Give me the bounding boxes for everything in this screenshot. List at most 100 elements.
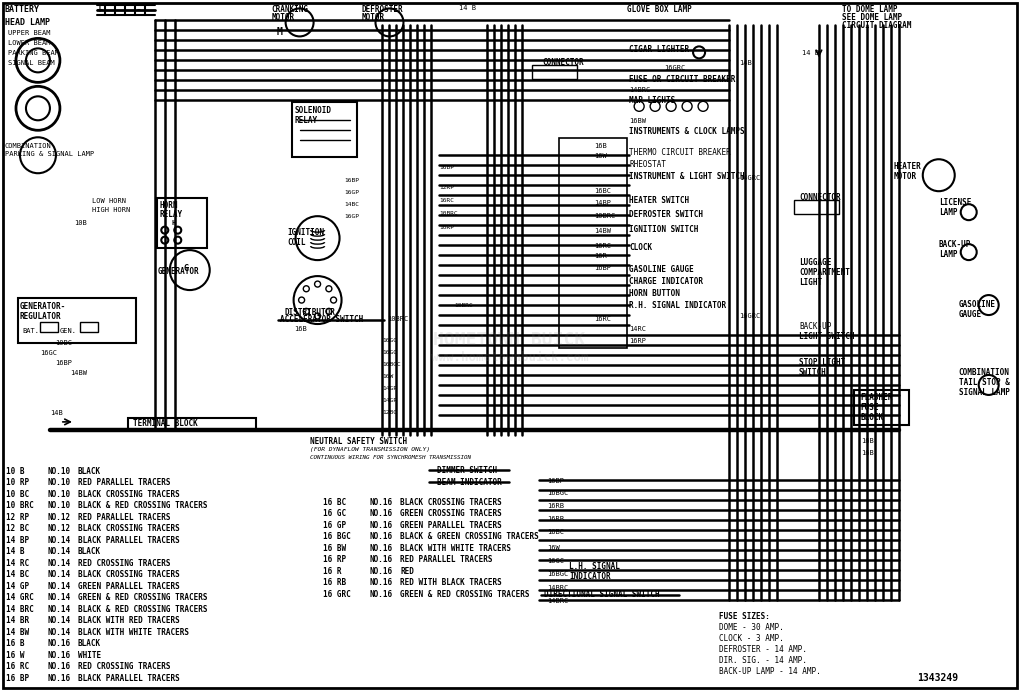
Text: L.H. SIGNAL: L.H. SIGNAL xyxy=(570,562,620,571)
Text: RHEOSTAT: RHEOSTAT xyxy=(629,160,666,169)
Text: 16B: 16B xyxy=(594,143,606,149)
Text: THERMO CIRCUIT BREAKER: THERMO CIRCUIT BREAKER xyxy=(629,149,731,158)
Text: FLASHER: FLASHER xyxy=(861,393,893,402)
Text: MOTOR: MOTOR xyxy=(361,13,385,22)
Text: DIR. SIG. - 14 AMP.: DIR. SIG. - 14 AMP. xyxy=(719,656,807,665)
Text: CHARGE INDICATOR: CHARGE INDICATOR xyxy=(629,277,703,286)
Text: 14BW: 14BW xyxy=(69,370,87,376)
Text: 10BRC: 10BRC xyxy=(439,211,458,216)
Text: CIGAR LIGHTER: CIGAR LIGHTER xyxy=(629,46,689,55)
Text: 14B: 14B xyxy=(739,60,751,66)
Text: 16 B: 16 B xyxy=(6,639,25,648)
Text: CONNECTOR: CONNECTOR xyxy=(542,58,584,68)
Text: SEE DOME LAMP: SEE DOME LAMP xyxy=(842,13,902,22)
Text: G: G xyxy=(184,264,189,273)
Text: LOW HORN: LOW HORN xyxy=(92,198,126,205)
Text: 14BRC: 14BRC xyxy=(629,87,650,93)
Text: IGNITION SWITCH: IGNITION SWITCH xyxy=(629,225,698,234)
Text: NO.14: NO.14 xyxy=(48,605,71,614)
Text: MOTOR: MOTOR xyxy=(272,13,295,22)
Text: 10 RP: 10 RP xyxy=(6,478,30,487)
Text: BATTERY: BATTERY xyxy=(5,6,40,15)
Text: TO DOME LAMP: TO DOME LAMP xyxy=(842,6,897,15)
Text: BLACK CROSSING TRACERS: BLACK CROSSING TRACERS xyxy=(78,524,180,533)
Text: 16B: 16B xyxy=(861,438,874,444)
Text: SOLENOID: SOLENOID xyxy=(295,106,332,115)
Text: BLACK CROSSING TRACERS: BLACK CROSSING TRACERS xyxy=(78,570,180,579)
Bar xyxy=(292,102,356,158)
Text: NO.10: NO.10 xyxy=(48,501,71,510)
Text: 16GRC: 16GRC xyxy=(664,66,685,71)
Bar xyxy=(18,298,136,343)
Text: 16BP: 16BP xyxy=(547,477,565,484)
Text: NO.16: NO.16 xyxy=(370,578,393,587)
Text: GREEN & RED CROSSING TRACERS: GREEN & RED CROSSING TRACERS xyxy=(78,593,207,602)
Text: 16 W: 16 W xyxy=(6,651,25,660)
Text: GREEN & RED CROSSING TRACERS: GREEN & RED CROSSING TRACERS xyxy=(400,589,530,598)
Text: 16GP: 16GP xyxy=(344,190,359,195)
Text: 10BRC: 10BRC xyxy=(454,303,473,308)
Text: 16RP: 16RP xyxy=(629,338,646,344)
Text: BLACK WITH RED TRACERS: BLACK WITH RED TRACERS xyxy=(78,616,180,625)
Text: NO.16: NO.16 xyxy=(370,556,393,565)
Text: H: H xyxy=(172,220,176,226)
Text: NO.12: NO.12 xyxy=(48,513,71,522)
Text: NO.10: NO.10 xyxy=(48,490,71,499)
Text: GASOLINE GAUGE: GASOLINE GAUGE xyxy=(629,265,694,274)
Text: NO.16: NO.16 xyxy=(48,651,71,660)
Text: 14BRC: 14BRC xyxy=(547,585,569,591)
Text: NO.12: NO.12 xyxy=(48,524,71,533)
Text: LIGHT SWITCH: LIGHT SWITCH xyxy=(799,332,855,341)
Text: FUSE: FUSE xyxy=(861,403,879,412)
Text: CLOCK - 3 AMP.: CLOCK - 3 AMP. xyxy=(719,634,784,643)
Text: GREEN CROSSING TRACERS: GREEN CROSSING TRACERS xyxy=(400,509,502,518)
Text: NO.10: NO.10 xyxy=(48,478,71,487)
Text: 16BGC: 16BGC xyxy=(383,362,401,367)
Text: 16 GP: 16 GP xyxy=(323,521,346,530)
Text: FUSE SIZES:: FUSE SIZES: xyxy=(719,612,770,621)
Text: 14GP: 14GP xyxy=(383,398,397,403)
Text: NO.14: NO.14 xyxy=(48,570,71,579)
Text: BLACK: BLACK xyxy=(78,547,101,556)
Text: 16RC: 16RC xyxy=(439,198,454,203)
Text: 10BRC: 10BRC xyxy=(594,214,616,219)
Text: 10B: 10B xyxy=(74,220,87,226)
Text: COMBINATION: COMBINATION xyxy=(959,368,1010,377)
Text: 16RB: 16RB xyxy=(547,515,565,522)
Text: INSTRUMENT & LIGHT SWITCH: INSTRUMENT & LIGHT SWITCH xyxy=(629,172,744,181)
Text: GLOVE BOX LAMP: GLOVE BOX LAMP xyxy=(627,6,692,15)
Text: MOTOR: MOTOR xyxy=(893,172,917,181)
Text: DEFROSTER: DEFROSTER xyxy=(361,6,403,15)
Text: RED PARALLEL TRACERS: RED PARALLEL TRACERS xyxy=(400,556,493,565)
Text: 16 BP: 16 BP xyxy=(6,674,30,683)
Text: BACK-UP LAMP - 14 AMP.: BACK-UP LAMP - 14 AMP. xyxy=(719,667,821,676)
Text: PARKING BEAM: PARKING BEAM xyxy=(8,50,59,57)
Text: 14BW: 14BW xyxy=(594,228,612,234)
Text: 16BC: 16BC xyxy=(594,188,612,194)
Text: BLOCK: BLOCK xyxy=(861,413,884,422)
Text: SIGNAL LAMP: SIGNAL LAMP xyxy=(959,388,1010,397)
Text: SIGNAL BEAM: SIGNAL BEAM xyxy=(8,60,55,66)
Text: BACK-UP: BACK-UP xyxy=(799,322,831,331)
Text: NO.16: NO.16 xyxy=(370,567,393,576)
Text: 16 RP: 16 RP xyxy=(323,556,346,565)
Text: RED: RED xyxy=(400,567,415,576)
Text: LICENSE: LICENSE xyxy=(938,198,971,207)
Text: 10 B: 10 B xyxy=(6,467,25,476)
Text: INDICATOR: INDICATOR xyxy=(570,571,611,580)
Text: 12RP: 12RP xyxy=(439,185,454,190)
Text: DEFROSTER - 14 AMP.: DEFROSTER - 14 AMP. xyxy=(719,645,807,654)
Text: NO.14: NO.14 xyxy=(48,582,71,591)
Text: 14 B: 14 B xyxy=(459,6,477,12)
Text: RED PARALLEL TRACERS: RED PARALLEL TRACERS xyxy=(78,513,171,522)
Text: LOWER BEAM: LOWER BEAM xyxy=(8,40,50,46)
Text: GENERATOR: GENERATOR xyxy=(158,267,199,276)
Bar xyxy=(80,322,98,332)
Bar xyxy=(40,322,58,332)
Text: 16BGC: 16BGC xyxy=(547,490,569,496)
Text: BLACK: BLACK xyxy=(78,639,101,648)
Text: MAP LIGHTS: MAP LIGHTS xyxy=(629,96,676,105)
Text: GENERATOR-: GENERATOR- xyxy=(20,302,66,311)
Text: 14BP: 14BP xyxy=(594,200,612,206)
Text: HIGH HORN: HIGH HORN xyxy=(92,207,130,214)
